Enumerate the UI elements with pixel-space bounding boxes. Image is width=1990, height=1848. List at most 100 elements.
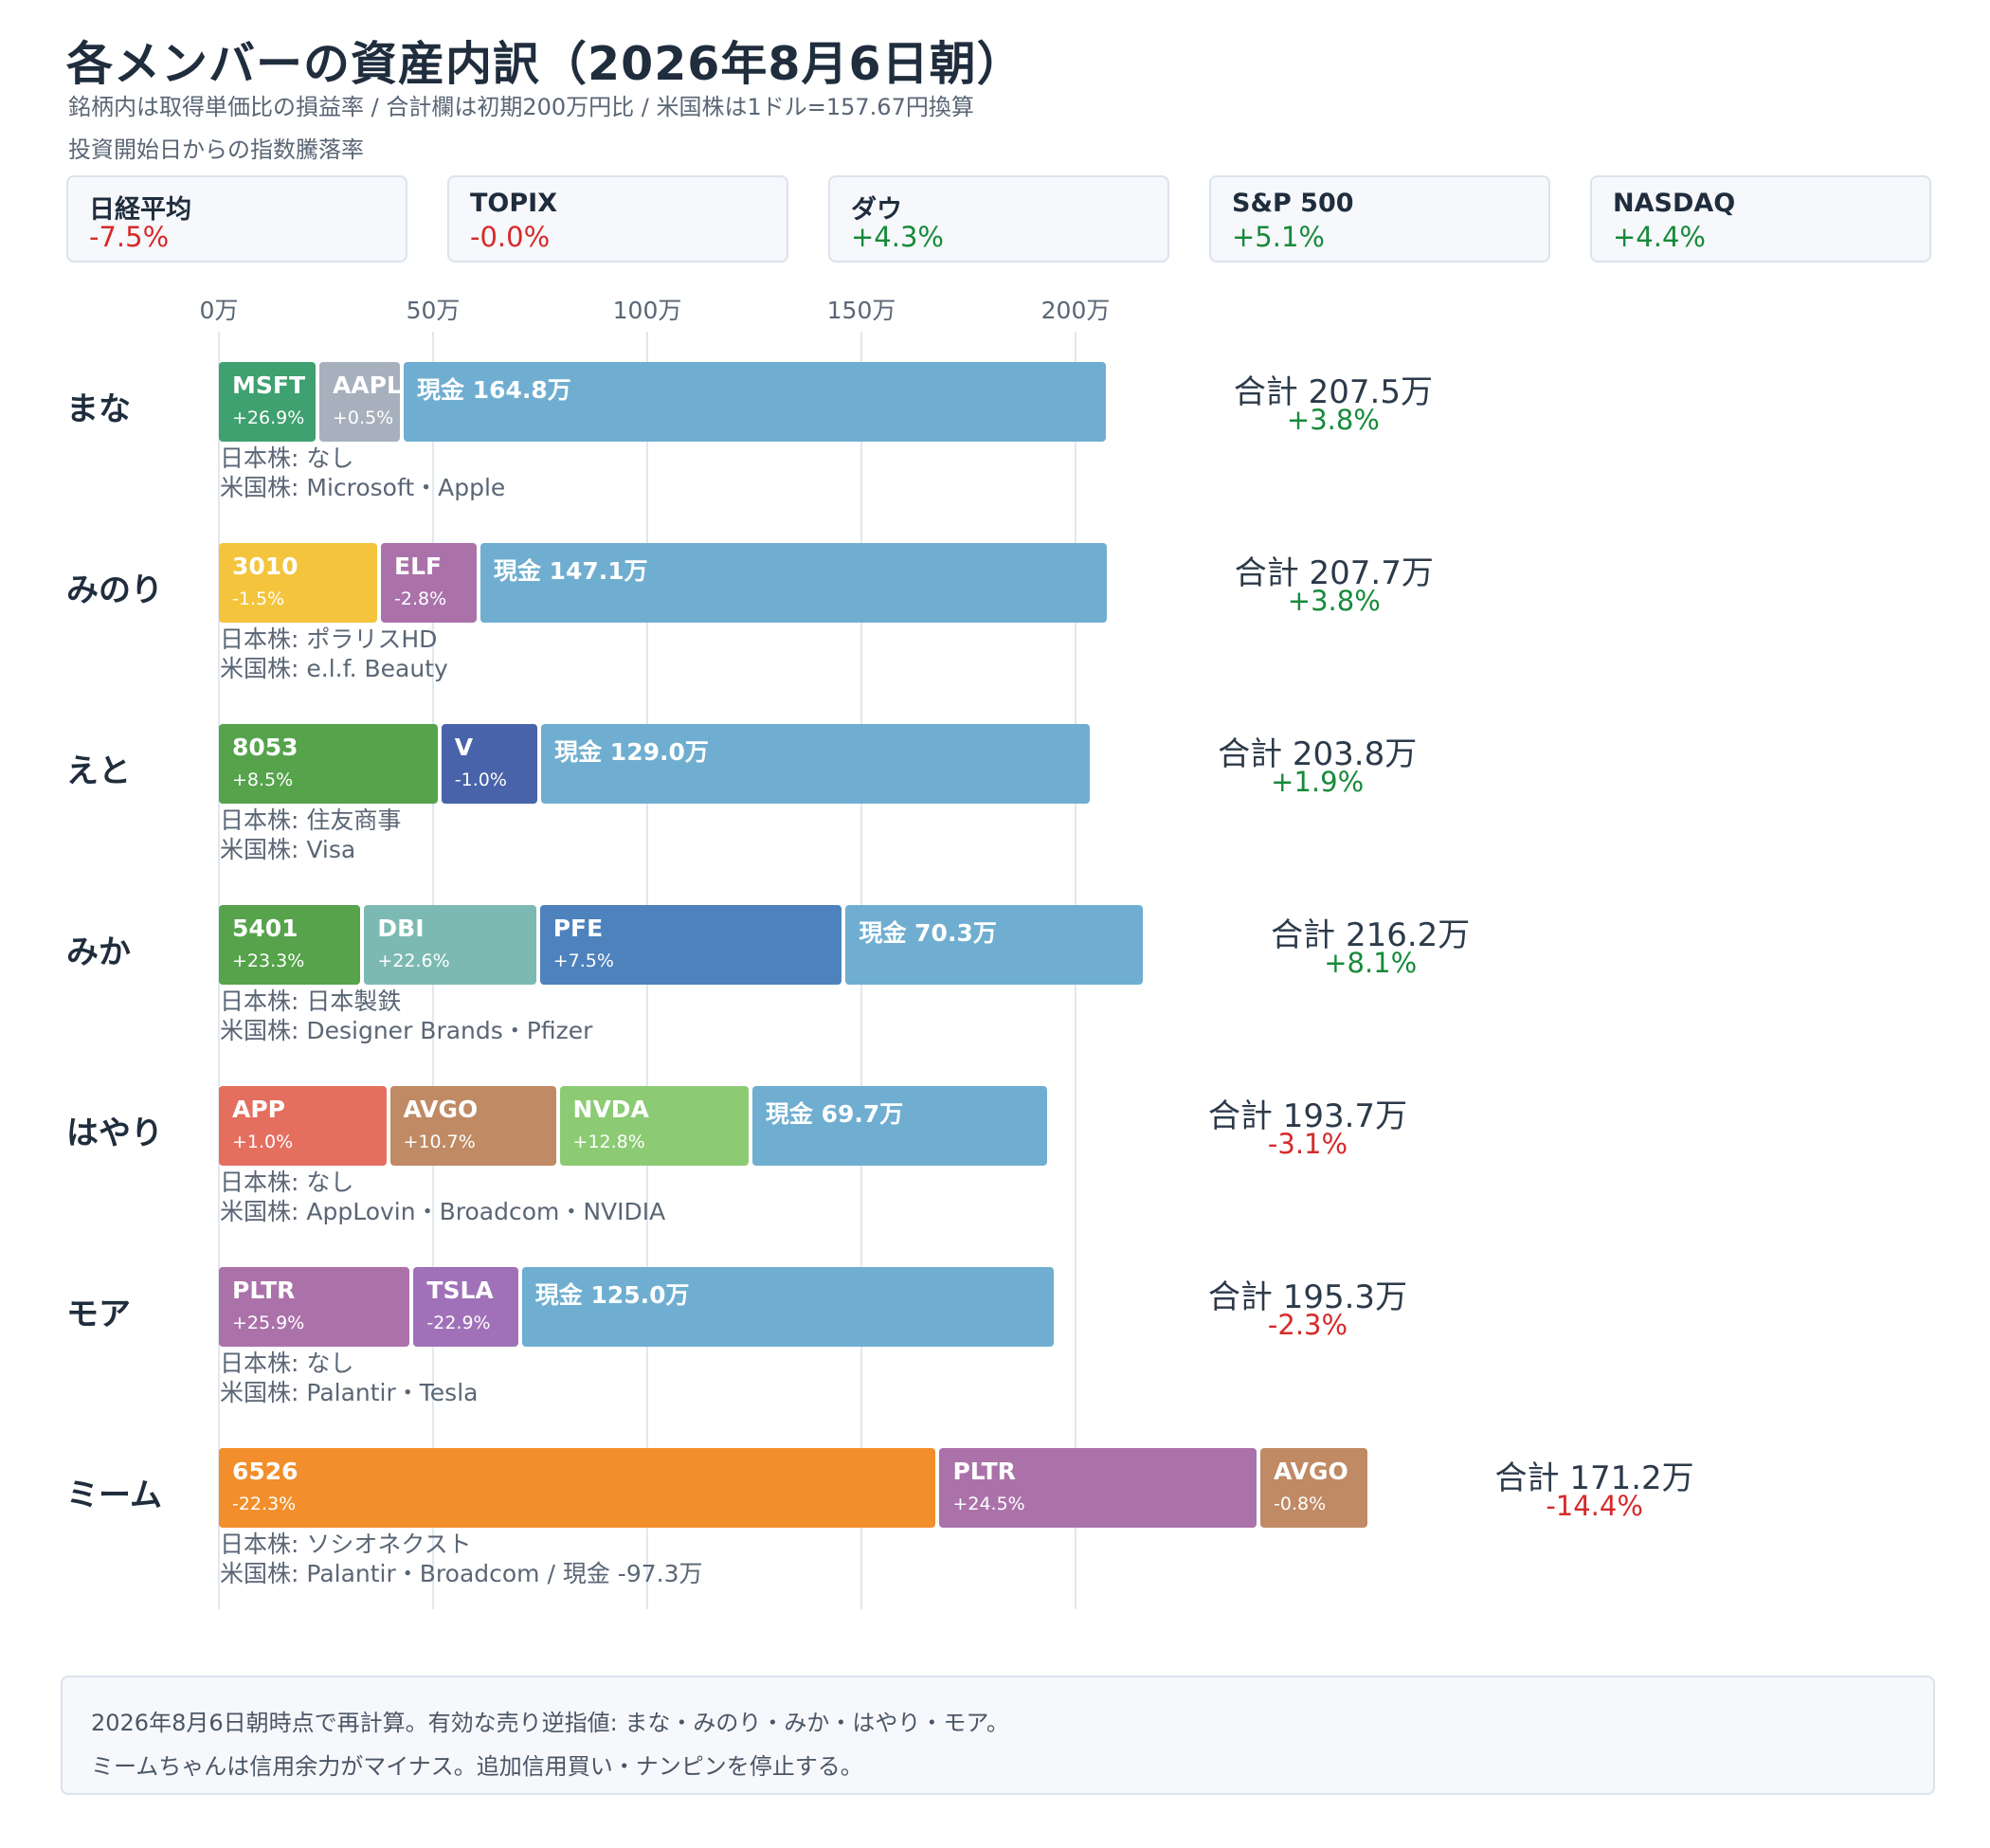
segment-label: AVGO xyxy=(403,1096,479,1123)
x-tick-label: 150万 xyxy=(827,297,896,324)
bar-segment: AVGO -0.8% xyxy=(1260,1448,1367,1528)
segment-label: 6526 xyxy=(232,1458,298,1485)
note-line-1: 2026年8月6日朝時点で再計算。有効な売り逆指値: まな・みのり・みか・はやり… xyxy=(91,1710,1009,1736)
holdings-jp: 日本株: 住友商事 xyxy=(220,806,402,834)
holdings-us: 米国株: Palantir・Broadcom / 現金 -97.3万 xyxy=(220,1560,703,1587)
bar-segment: 現金 125.0万 xyxy=(521,1267,1054,1347)
bar-segment: AVGO +10.7% xyxy=(389,1086,556,1166)
segment-label: PLTR xyxy=(952,1458,1016,1485)
member-total: 合計 193.7万 xyxy=(1207,1097,1408,1135)
segment-pct: +26.9% xyxy=(232,408,305,428)
segment-pct: -22.9% xyxy=(426,1313,491,1333)
bar-segment: PLTR +25.9% xyxy=(219,1267,410,1347)
holdings-text: 日本株: ソシオネクスト 米国株: Palantir・Broadcom / 現金 … xyxy=(220,1530,703,1588)
segment-label: V xyxy=(454,734,474,761)
index-value: -0.0% xyxy=(470,221,551,253)
bar-segment: APP +1.0% xyxy=(219,1086,387,1166)
holdings-text: 日本株: 日本製鉄 米国株: Designer Brands・Pfizer xyxy=(220,987,592,1045)
segment-label: 現金 129.0万 xyxy=(554,738,709,766)
page-title: 各メンバーの資産内訳（2026年8月6日朝） xyxy=(66,37,1024,91)
index-card: 日経平均 -7.5% xyxy=(66,175,407,263)
holdings-jp: 日本株: 日本製鉄 xyxy=(220,987,402,1015)
holdings-jp: 日本株: なし xyxy=(220,1169,354,1196)
holdings-text: 日本株: なし 米国株: AppLovin・Broadcom・NVIDIA xyxy=(220,1168,665,1226)
index-card: TOPIX -0.0% xyxy=(447,175,788,263)
member-total-pct: -3.1% xyxy=(1267,1128,1348,1160)
member-total: 合計 195.3万 xyxy=(1207,1278,1408,1316)
holdings-text: 日本株: 住友商事 米国株: Visa xyxy=(220,806,401,864)
x-tick-label: 200万 xyxy=(1041,297,1111,324)
index-card: NASDAQ +4.4% xyxy=(1590,175,1931,263)
holdings-us: 米国株: Palantir・Tesla xyxy=(220,1379,479,1406)
segment-label: TSLA xyxy=(426,1277,494,1304)
holdings-jp: 日本株: なし xyxy=(220,444,354,472)
bar-segment: 6526 -22.3% xyxy=(219,1448,936,1528)
index-card: ダウ +4.3% xyxy=(828,175,1169,263)
member-total-pct: +1.9% xyxy=(1271,766,1365,798)
holdings-jp: 日本株: ソシオネクスト xyxy=(220,1531,472,1558)
holdings-us: 米国株: e.l.f. Beauty xyxy=(220,655,448,682)
bar-segment: TSLA -22.9% xyxy=(413,1267,518,1347)
segment-label: ELF xyxy=(394,553,443,580)
index-value: +4.4% xyxy=(1613,221,1706,253)
segment-label: AAPL xyxy=(332,371,400,399)
segment-pct: -1.0% xyxy=(454,770,507,790)
holdings-us: 米国株: Microsoft・Apple xyxy=(220,474,506,501)
index-name: 日経平均 xyxy=(89,195,191,225)
segment-label: 5401 xyxy=(232,915,298,942)
bar-segment: V -1.0% xyxy=(441,724,538,804)
bar-segment: 5401 +23.3% xyxy=(219,905,361,985)
holdings-text: 日本株: なし 米国株: Palantir・Tesla xyxy=(220,1349,478,1407)
segment-label: AVGO xyxy=(1274,1458,1348,1485)
segment-label: NVDA xyxy=(572,1096,649,1123)
holdings-text: 日本株: ポラリスHD 米国株: e.l.f. Beauty xyxy=(220,625,448,683)
segment-label: DBI xyxy=(377,915,425,942)
segment-pct: +0.5% xyxy=(332,408,394,428)
segment-pct: +12.8% xyxy=(572,1132,645,1152)
bar-segment: 現金 69.7万 xyxy=(751,1086,1047,1166)
segment-pct: +22.6% xyxy=(377,951,450,971)
index-section-label: 投資開始日からの指数騰落率 xyxy=(68,136,364,163)
bar-segment: MSFT +26.9% xyxy=(219,362,316,442)
index-card: S&P 500 +5.1% xyxy=(1209,175,1550,263)
bar-segment: PFE +7.5% xyxy=(539,905,842,985)
segment-label: APP xyxy=(232,1096,285,1123)
x-tick-label: 50万 xyxy=(407,297,461,324)
bar-segment: 現金 70.3万 xyxy=(845,905,1144,985)
member-total: 合計 207.7万 xyxy=(1234,554,1434,592)
index-name: ダウ xyxy=(851,195,902,225)
member-name: えと xyxy=(66,752,131,790)
member-name: まな xyxy=(66,390,131,428)
bar-segment: 8053 +8.5% xyxy=(219,724,438,804)
footer-note: 2026年8月6日朝時点で再計算。有効な売り逆指値: まな・みのり・みか・はやり… xyxy=(61,1676,1935,1795)
holdings-us: 米国株: Designer Brands・Pfizer xyxy=(220,1017,593,1044)
segment-pct: -22.3% xyxy=(232,1494,297,1514)
bar-segment: NVDA +12.8% xyxy=(559,1086,749,1166)
segment-label: 現金 147.1万 xyxy=(493,557,648,585)
member-total: 合計 207.5万 xyxy=(1233,373,1433,411)
segment-pct: +8.5% xyxy=(232,770,294,790)
segment-pct: +1.0% xyxy=(232,1132,294,1152)
member-total-pct: -14.4% xyxy=(1546,1490,1643,1522)
segment-label: PFE xyxy=(552,915,604,942)
segment-label: 3010 xyxy=(232,553,298,580)
holdings-jp: 日本株: なし xyxy=(220,1350,354,1377)
member-total: 合計 171.2万 xyxy=(1494,1459,1694,1497)
segment-pct: +25.9% xyxy=(232,1313,305,1333)
holdings-jp: 日本株: ポラリスHD xyxy=(220,625,438,653)
segment-pct: +23.3% xyxy=(232,951,305,971)
x-tick-label: 0万 xyxy=(200,297,239,324)
segment-pct: -2.8% xyxy=(394,589,447,609)
index-name: TOPIX xyxy=(470,189,558,218)
bar-segment: ELF -2.8% xyxy=(381,543,477,623)
segment-label: PLTR xyxy=(232,1277,296,1304)
member-name: はやり xyxy=(66,1114,163,1152)
segment-pct: +24.5% xyxy=(952,1494,1025,1514)
member-name: みのり xyxy=(66,571,163,609)
bar-segment: 現金 129.0万 xyxy=(541,724,1091,804)
bar-segment: AAPL +0.5% xyxy=(318,362,400,442)
bar-segment: DBI +22.6% xyxy=(364,905,536,985)
member-name: モア xyxy=(66,1295,131,1333)
segment-label: 現金 70.3万 xyxy=(859,919,997,947)
index-value: +4.3% xyxy=(851,221,944,253)
